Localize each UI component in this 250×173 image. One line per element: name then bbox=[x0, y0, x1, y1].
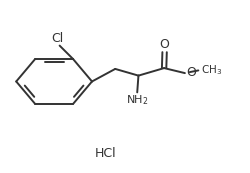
Text: Cl: Cl bbox=[51, 32, 63, 45]
Text: HCl: HCl bbox=[95, 147, 116, 160]
Text: NH$_2$: NH$_2$ bbox=[126, 93, 148, 107]
Text: CH$_3$: CH$_3$ bbox=[201, 63, 222, 77]
Text: O: O bbox=[186, 66, 196, 79]
Text: O: O bbox=[160, 38, 170, 51]
